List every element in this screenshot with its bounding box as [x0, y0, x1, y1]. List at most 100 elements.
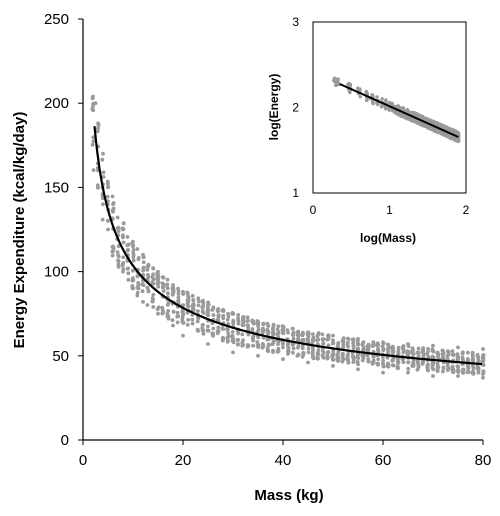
- main-data-point: [231, 350, 235, 355]
- main-data-point: [206, 324, 210, 329]
- main-data-point: [176, 289, 181, 294]
- inset-x-tick-label: 2: [463, 203, 470, 217]
- main-data-point: [131, 276, 135, 281]
- main-data-point: [121, 221, 126, 226]
- main-data-point: [165, 311, 170, 316]
- main-data-point: [336, 357, 341, 362]
- main-data-point: [140, 289, 145, 294]
- main-data-point: [146, 273, 150, 277]
- main-data-point: [416, 346, 421, 351]
- main-data-point: [356, 337, 360, 341]
- main-data-point: [91, 168, 96, 173]
- inset-data-point: [391, 109, 395, 113]
- main-data-point: [226, 335, 230, 339]
- main-data-point: [381, 370, 385, 375]
- main-data-point: [205, 328, 210, 333]
- main-x-tick-label: 0: [79, 452, 87, 469]
- main-data-point: [431, 343, 435, 348]
- inset-data-point: [380, 97, 384, 101]
- main-data-point: [115, 250, 120, 255]
- main-data-point: [110, 249, 115, 254]
- main-data-point: [315, 334, 320, 338]
- main-data-point: [286, 348, 291, 353]
- main-data-point: [186, 318, 191, 322]
- main-data-point: [445, 354, 450, 358]
- main-data-point: [116, 253, 120, 258]
- main-data-point: [131, 255, 136, 260]
- main-data-point: [331, 353, 336, 357]
- main-data-point: [351, 357, 356, 362]
- main-data-point: [305, 340, 310, 344]
- main-data-point: [141, 300, 145, 304]
- inset-x-tick-label: 0: [310, 203, 317, 217]
- main-data-point: [285, 328, 290, 332]
- main-y-tick-label: 0: [61, 432, 69, 449]
- main-y-tick-label: 100: [44, 264, 69, 281]
- main-data-point: [351, 341, 356, 345]
- inset-fit-line: [339, 83, 459, 138]
- main-data-point: [136, 282, 141, 287]
- main-data-point: [385, 342, 390, 347]
- main-data-point: [311, 348, 315, 353]
- main-data-point: [416, 353, 421, 358]
- main-data-point: [331, 340, 336, 345]
- main-data-point: [281, 326, 285, 331]
- main-data-point: [116, 229, 121, 234]
- main-data-point: [250, 320, 255, 324]
- main-data-point: [450, 349, 455, 353]
- main-data-point: [246, 318, 250, 323]
- main-data-point: [165, 285, 170, 290]
- inset-data-point: [387, 108, 391, 113]
- inset-data-point: [401, 106, 405, 110]
- main-data-point: [451, 353, 456, 357]
- main-data-point: [331, 349, 336, 354]
- main-data-point: [381, 355, 385, 359]
- main-data-point: [156, 269, 160, 274]
- main-data-point: [206, 303, 210, 308]
- main-data-point: [150, 281, 155, 286]
- main-data-point: [481, 375, 485, 380]
- main-data-point: [371, 355, 376, 359]
- main-data-point: [321, 341, 326, 346]
- main-data-point: [225, 317, 230, 322]
- main-data-point: [301, 352, 306, 357]
- main-data-point: [125, 235, 130, 239]
- main-data-point: [135, 285, 140, 290]
- main-data-point: [196, 303, 201, 308]
- main-data-point: [406, 342, 410, 346]
- main-x-tick-label: 80: [475, 452, 492, 469]
- main-data-point: [466, 350, 470, 355]
- main-data-point: [470, 369, 475, 374]
- main-data-point: [131, 258, 136, 263]
- main-data-point: [426, 346, 430, 351]
- main-data-point: [175, 310, 180, 315]
- main-data-point: [151, 305, 156, 309]
- main-data-point: [436, 352, 441, 357]
- main-data-point: [371, 358, 376, 363]
- main-data-point: [435, 361, 440, 366]
- main-data-point: [125, 243, 130, 248]
- main-data-point: [321, 355, 326, 360]
- main-data-point: [370, 344, 375, 348]
- main-data-point: [200, 305, 205, 310]
- main-data-point: [306, 360, 310, 365]
- main-data-point: [165, 277, 170, 282]
- main-data-point: [311, 335, 316, 340]
- main-data-point: [160, 275, 165, 279]
- main-data-point: [216, 313, 221, 317]
- main-data-point: [201, 311, 206, 315]
- main-data-point: [240, 343, 245, 348]
- main-data-point: [451, 370, 456, 375]
- main-data-point: [196, 299, 201, 304]
- main-data-point: [256, 353, 260, 358]
- main-data-point: [211, 306, 216, 310]
- main-data-point: [156, 284, 161, 289]
- inset-data-point: [384, 106, 388, 110]
- main-data-point: [231, 311, 235, 316]
- main-data-point: [171, 288, 175, 292]
- main-data-point: [376, 357, 381, 362]
- main-data-point: [271, 348, 275, 353]
- main-data-point: [121, 235, 125, 240]
